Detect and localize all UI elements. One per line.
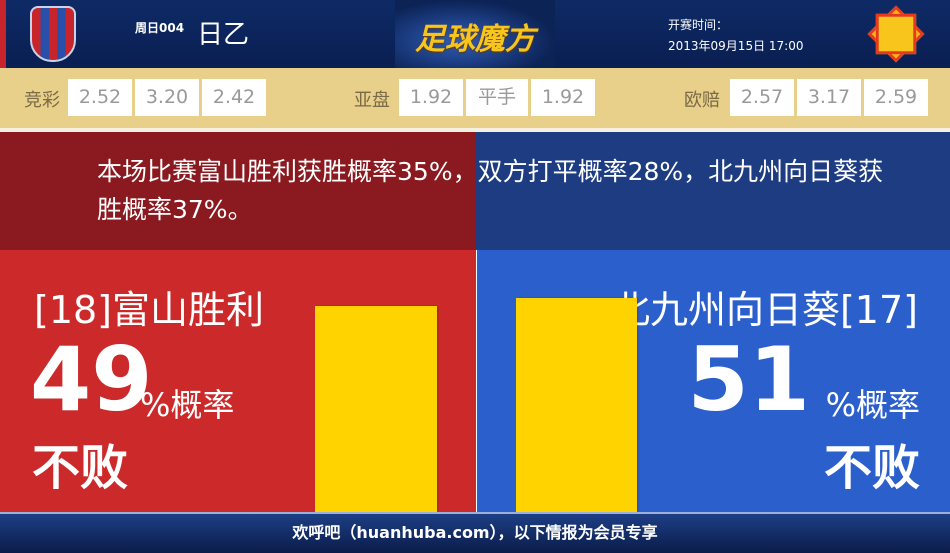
- away-percent: 51: [687, 328, 810, 431]
- home-team-name: [18]富山胜利: [34, 288, 265, 332]
- away-label: 不败: [823, 440, 920, 496]
- oupei-label: 欧赔: [684, 90, 720, 111]
- jingcai-draw: 3.20: [135, 79, 199, 116]
- yapan-handicap: 平手: [466, 79, 528, 116]
- yapan-away: 1.92: [531, 79, 595, 116]
- logo-background: [395, 0, 555, 68]
- jingcai-win: 2.52: [68, 79, 132, 116]
- site-logo: 足球魔方: [415, 22, 535, 57]
- statement-bg-home: [0, 132, 476, 250]
- away-team-name: 北九州向日葵[17]: [611, 288, 918, 332]
- away-team-badge-icon-layer: [875, 13, 917, 55]
- league-name: 日乙: [197, 20, 250, 50]
- home-percent: 49: [30, 328, 153, 431]
- yapan-home: 1.92: [399, 79, 463, 116]
- oupei-draw: 3.17: [797, 79, 861, 116]
- home-probability-bar: [315, 306, 437, 512]
- oupei-loss: 2.59: [864, 79, 928, 116]
- jingcai-loss: 2.42: [202, 79, 266, 116]
- divider: [0, 128, 950, 132]
- odds-bar: 竞彩 2.52 3.20 2.42 亚盘 1.92 平手 1.92 欧赔 2.5…: [0, 68, 950, 128]
- kickoff-time: 2013年09月15日 17:00: [668, 39, 804, 53]
- jingcai-label: 竞彩: [24, 90, 60, 111]
- kickoff-label: 开赛时间：: [668, 18, 729, 32]
- league-code: 周日004: [135, 21, 185, 35]
- away-probability-bar: [516, 297, 637, 512]
- home-team-badge-icon: [30, 6, 76, 62]
- away-percent-unit: %概率: [825, 386, 920, 424]
- home-label: 不败: [32, 440, 129, 496]
- yapan-label: 亚盘: [354, 90, 390, 111]
- footer-notice: 欢呼吧（huanhuba.com），以下情报为会员专享: [0, 512, 950, 553]
- home-percent-unit: %概率: [140, 386, 235, 424]
- probability-statement: 本场比赛富山胜利获胜概率35%，双方打平概率28%，北九州向日葵获胜概率37%。: [97, 157, 884, 224]
- statement-bg-away: [476, 132, 950, 250]
- oupei-win: 2.57: [730, 79, 794, 116]
